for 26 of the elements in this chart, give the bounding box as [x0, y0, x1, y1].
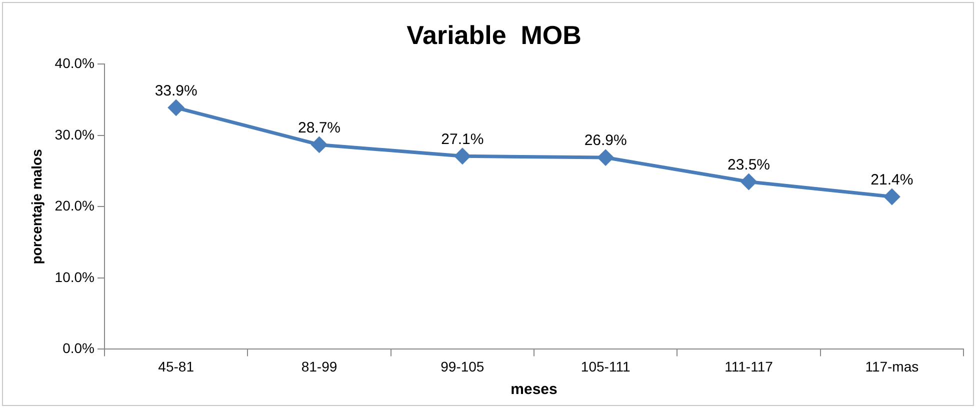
point	[598, 150, 614, 166]
x-tick-label: 111-117	[724, 358, 774, 374]
x-tick-label: 105-111	[580, 358, 630, 374]
point	[311, 136, 327, 152]
data-label: 26.9%	[584, 132, 627, 150]
data-label: 27.1%	[441, 130, 484, 148]
data-label: 21.4%	[870, 171, 914, 188]
y-axis-title: porcentaje malos	[28, 148, 44, 264]
chart-title: Variable MOB	[406, 20, 582, 50]
x-tick-label: 117-mas	[865, 358, 919, 374]
point	[168, 100, 184, 116]
x-tick-label: 45-81	[158, 358, 194, 374]
data-label: 23.5%	[727, 156, 770, 174]
point	[454, 148, 470, 164]
y-tick-label: 0.0%	[62, 340, 94, 356]
point	[741, 174, 756, 190]
y-tick-label: 40.0%	[54, 55, 94, 72]
y-tick-label: 20.0%	[54, 198, 94, 214]
point	[884, 188, 900, 204]
y-tick-label: 10.0%	[54, 268, 94, 285]
x-tick-label: 99-105	[440, 358, 484, 374]
data-label: 33.9%	[154, 82, 198, 100]
x-tick-label: 81-99	[301, 358, 338, 374]
y-tick-label: 30.0%	[54, 126, 94, 142]
data-label: 28.7%	[298, 119, 341, 136]
x-axis-title: meses	[510, 381, 558, 398]
